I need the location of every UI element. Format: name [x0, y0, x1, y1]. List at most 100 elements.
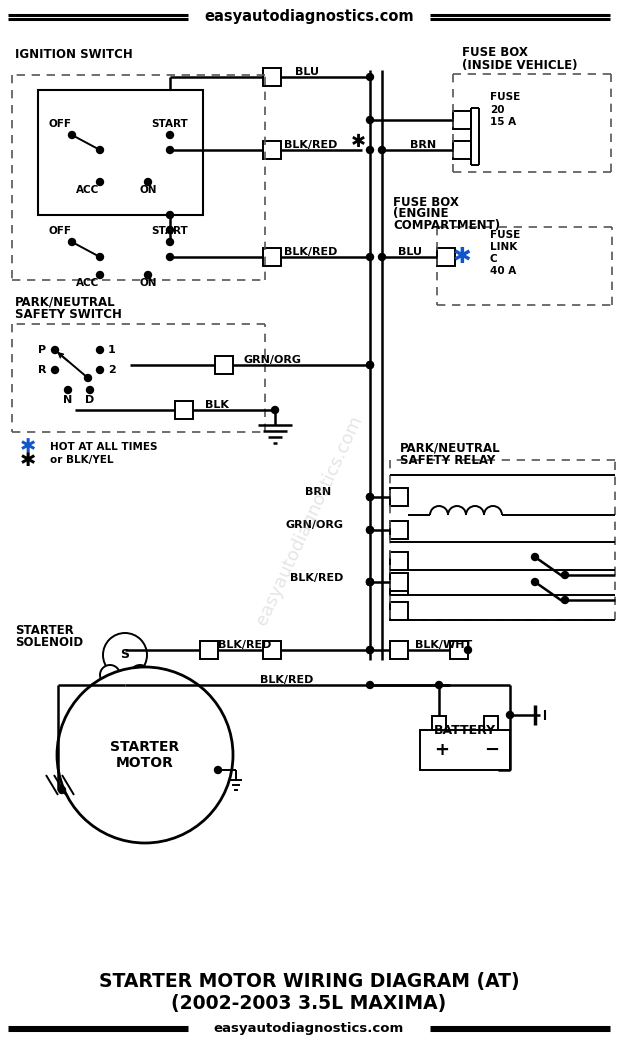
Circle shape [366, 681, 373, 689]
Text: STARTER: STARTER [15, 624, 74, 636]
Text: ACC: ACC [77, 278, 99, 288]
Bar [437, 248, 455, 266]
Text: 40 A: 40 A [490, 266, 516, 276]
Bar [390, 602, 408, 620]
Text: +: + [434, 741, 449, 759]
Circle shape [562, 571, 569, 579]
Text: SAFETY SWITCH: SAFETY SWITCH [15, 308, 122, 320]
Circle shape [366, 361, 373, 369]
Text: 2: 2 [108, 365, 116, 375]
Text: ✱: ✱ [350, 133, 366, 151]
Bar [390, 640, 408, 659]
Circle shape [366, 74, 373, 81]
Text: OFF: OFF [48, 119, 72, 129]
Text: ACC: ACC [77, 185, 99, 195]
Text: COMPARTMENT): COMPARTMENT) [393, 219, 500, 232]
Circle shape [145, 178, 151, 186]
Circle shape [85, 375, 91, 381]
Circle shape [96, 253, 103, 260]
Circle shape [166, 211, 174, 218]
Text: P: P [38, 345, 46, 355]
Circle shape [166, 253, 174, 260]
Circle shape [366, 117, 373, 124]
Text: FUSE: FUSE [490, 230, 520, 240]
Bar [200, 640, 218, 659]
Text: easyautodiagnostics.com: easyautodiagnostics.com [214, 1022, 404, 1035]
Circle shape [166, 227, 174, 233]
Circle shape [100, 665, 120, 685]
Circle shape [64, 386, 72, 394]
Text: GRN/ORG: GRN/ORG [243, 355, 301, 365]
Bar [175, 401, 193, 419]
Bar [38, 90, 203, 215]
Text: BLU: BLU [398, 247, 422, 257]
Bar [420, 730, 510, 770]
Text: R: R [38, 365, 46, 375]
Text: ✱: ✱ [453, 247, 472, 267]
Text: BLK/RED: BLK/RED [284, 140, 337, 150]
Circle shape [51, 346, 59, 354]
Text: BATTERY: BATTERY [434, 723, 496, 736]
Circle shape [366, 253, 373, 260]
Circle shape [166, 147, 174, 153]
Bar [390, 488, 408, 506]
Text: SOLENOID: SOLENOID [15, 635, 83, 649]
Text: PARK/NEUTRAL: PARK/NEUTRAL [15, 295, 116, 309]
Text: FUSE BOX: FUSE BOX [393, 195, 459, 209]
Text: easyautodiagnostics.com: easyautodiagnostics.com [204, 8, 414, 23]
Bar [263, 248, 281, 266]
Text: BLK: BLK [205, 400, 229, 410]
Circle shape [96, 366, 103, 374]
Circle shape [51, 366, 59, 374]
Text: BLK/RED: BLK/RED [218, 640, 271, 650]
Circle shape [366, 494, 373, 501]
Text: 15 A: 15 A [490, 117, 516, 127]
Text: ON: ON [139, 278, 157, 288]
Text: ✱: ✱ [20, 438, 36, 457]
Circle shape [69, 131, 75, 139]
Circle shape [366, 494, 373, 501]
Circle shape [145, 272, 151, 278]
Bar [390, 578, 408, 595]
Text: LINK: LINK [490, 242, 517, 252]
Text: or BLK/YEL: or BLK/YEL [50, 455, 114, 465]
Text: ✱: ✱ [20, 450, 36, 469]
Circle shape [96, 346, 103, 354]
Bar [484, 716, 498, 730]
Text: SAFETY RELAY: SAFETY RELAY [400, 454, 495, 466]
Text: IGNITION SWITCH: IGNITION SWITCH [15, 48, 133, 62]
Circle shape [378, 253, 386, 260]
Text: BLK/WHT: BLK/WHT [415, 640, 472, 650]
Circle shape [366, 526, 373, 533]
Circle shape [366, 526, 373, 533]
Text: D: D [85, 395, 95, 405]
Text: START: START [151, 119, 188, 129]
Text: N: N [64, 395, 73, 405]
Circle shape [366, 579, 373, 586]
Text: (2002-2003 3.5L MAXIMA): (2002-2003 3.5L MAXIMA) [171, 994, 447, 1013]
Bar [390, 573, 408, 591]
Circle shape [96, 147, 103, 153]
Bar [263, 141, 281, 159]
Text: STARTER MOTOR WIRING DIAGRAM (AT): STARTER MOTOR WIRING DIAGRAM (AT) [99, 972, 519, 991]
Text: START: START [151, 226, 188, 236]
Bar [215, 356, 233, 374]
Circle shape [465, 647, 472, 653]
Circle shape [531, 553, 538, 561]
Text: FUSE: FUSE [490, 92, 520, 102]
Bar [450, 640, 468, 659]
Circle shape [214, 766, 221, 774]
Circle shape [59, 786, 66, 794]
Circle shape [366, 647, 373, 653]
Text: BRN: BRN [305, 487, 331, 497]
Text: OFF: OFF [48, 226, 72, 236]
Text: BRN: BRN [410, 140, 436, 150]
Text: HOT AT ALL TIMES: HOT AT ALL TIMES [50, 442, 158, 452]
Circle shape [366, 579, 373, 586]
Text: BLK/RED: BLK/RED [284, 247, 337, 257]
Text: ON: ON [139, 185, 157, 195]
Text: (INSIDE VEHICLE): (INSIDE VEHICLE) [462, 59, 577, 71]
Text: S: S [121, 648, 130, 660]
Circle shape [96, 178, 103, 186]
Circle shape [507, 712, 514, 718]
